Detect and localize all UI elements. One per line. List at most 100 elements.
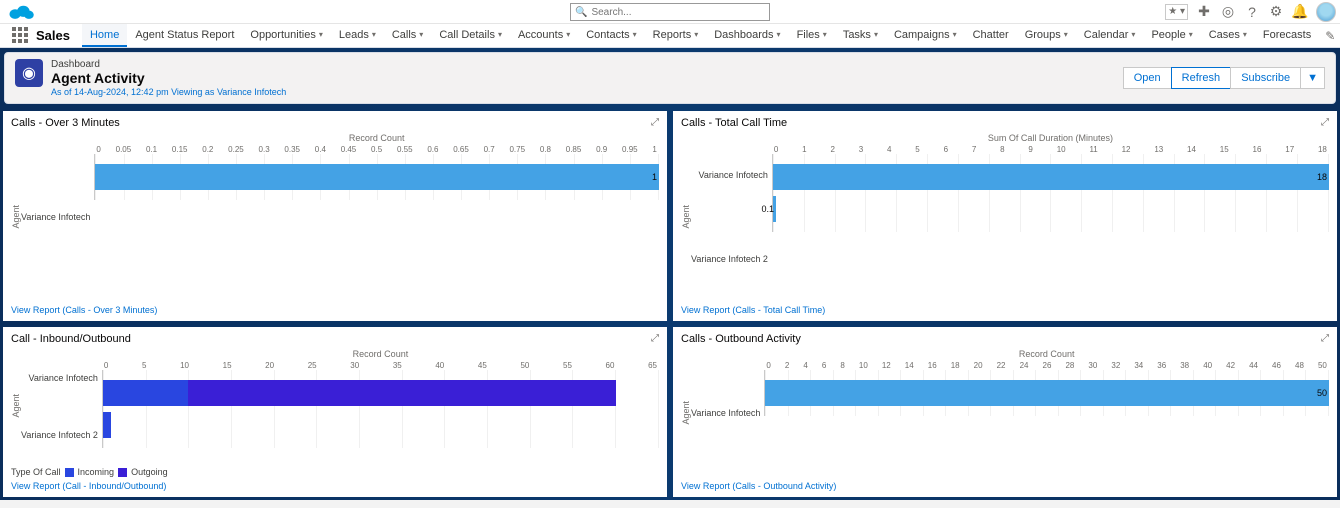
- bar[interactable]: 1: [95, 164, 659, 190]
- trailhead-icon[interactable]: ◎: [1220, 4, 1236, 20]
- nav-item-accounts[interactable]: Accounts▾: [510, 24, 578, 47]
- x-tick: 0.65: [453, 145, 469, 154]
- x-tick: 55: [563, 361, 572, 370]
- chart-title: Calls - Over 3 Minutes: [11, 117, 659, 129]
- nav-item-leads[interactable]: Leads▾: [331, 24, 384, 47]
- nav-item-campaigns[interactable]: Campaigns▾: [886, 24, 965, 47]
- x-tick: 35: [393, 361, 402, 370]
- add-icon[interactable]: ✚: [1196, 4, 1212, 20]
- bar[interactable]: 50: [765, 380, 1329, 406]
- nav-item-chatter[interactable]: Chatter: [965, 24, 1017, 47]
- help-icon[interactable]: ?: [1244, 4, 1260, 20]
- x-tick: 0.85: [566, 145, 582, 154]
- setup-gear-icon[interactable]: ⚙: [1268, 4, 1284, 20]
- nav-item-forecasts[interactable]: Forecasts: [1255, 24, 1319, 47]
- chevron-down-icon: ▾: [874, 30, 878, 39]
- x-tick: 16: [928, 361, 937, 370]
- nav-item-contacts[interactable]: Contacts▾: [578, 24, 644, 47]
- y-axis-label: Agent: [11, 394, 21, 418]
- x-tick: 0: [96, 145, 100, 154]
- nav-item-files[interactable]: Files▾: [789, 24, 835, 47]
- chevron-down-icon: ▾: [823, 30, 827, 39]
- x-tick: 44: [1249, 361, 1258, 370]
- search-input[interactable]: [591, 7, 761, 18]
- nav-item-dashboards[interactable]: Dashboards▾: [706, 24, 788, 47]
- expand-icon[interactable]: ⤢: [1321, 333, 1329, 344]
- x-tick: 0.35: [284, 145, 300, 154]
- nav-items: HomeAgent Status ReportOpportunities▾Lea…: [82, 24, 1319, 47]
- bar-segment[interactable]: [103, 412, 112, 438]
- bar-value-label: 50: [1317, 388, 1327, 398]
- view-report-link[interactable]: View Report (Calls - Over 3 Minutes): [11, 305, 659, 315]
- chart-legend: Type Of CallIncomingOutgoing: [11, 467, 659, 477]
- legend-swatch: [65, 468, 74, 477]
- x-tick: 42: [1226, 361, 1235, 370]
- y-axis-label: Agent: [11, 205, 21, 229]
- subscribe-button[interactable]: Subscribe: [1230, 67, 1301, 89]
- app-launcher-icon[interactable]: [12, 27, 28, 45]
- bar-value-label: 0.1: [761, 204, 774, 214]
- open-button[interactable]: Open: [1123, 67, 1172, 89]
- search-box[interactable]: 🔍: [570, 3, 770, 21]
- y-category-label: Variance Infotech: [691, 170, 768, 180]
- x-tick: 46: [1272, 361, 1281, 370]
- nav-item-tasks[interactable]: Tasks▾: [835, 24, 886, 47]
- bar[interactable]: 18: [773, 164, 1329, 190]
- nav-item-cases[interactable]: Cases▾: [1201, 24, 1255, 47]
- bar-row: [103, 380, 659, 406]
- x-tick: 20: [265, 361, 274, 370]
- expand-icon[interactable]: ⤢: [651, 333, 659, 344]
- x-tick: 10: [180, 361, 189, 370]
- nav-item-groups[interactable]: Groups▾: [1017, 24, 1076, 47]
- legend-title: Type Of Call: [11, 467, 61, 477]
- y-category-label: Variance Infotech: [691, 408, 760, 418]
- x-tick: 17: [1285, 145, 1294, 154]
- bar-segment[interactable]: [103, 380, 189, 406]
- legend-swatch: [118, 468, 127, 477]
- view-report-link[interactable]: View Report (Calls - Total Call Time): [681, 305, 1329, 315]
- page-title: Agent Activity: [51, 70, 286, 86]
- nav-item-reports[interactable]: Reports▾: [645, 24, 707, 47]
- chevron-down-icon: ▾: [419, 30, 423, 39]
- x-tick: 36: [1157, 361, 1166, 370]
- nav-item-agent-status-report[interactable]: Agent Status Report: [127, 24, 242, 47]
- bar-segment[interactable]: [188, 380, 616, 406]
- x-tick: 30: [1088, 361, 1097, 370]
- expand-icon[interactable]: ⤢: [1321, 117, 1329, 128]
- bar[interactable]: 0.1: [773, 196, 776, 222]
- chart-title: Call - Inbound/Outbound: [11, 333, 659, 345]
- x-tick: 18: [951, 361, 960, 370]
- x-axis-title: Record Count: [94, 133, 659, 143]
- x-tick: 0.75: [509, 145, 525, 154]
- y-axis-label: Agent: [681, 205, 691, 229]
- view-report-link[interactable]: View Report (Calls - Outbound Activity): [681, 481, 1329, 491]
- x-tick: 0.8: [540, 145, 551, 154]
- refresh-button[interactable]: Refresh: [1171, 67, 1232, 89]
- bar-row: 18: [773, 164, 1329, 190]
- x-tick: 48: [1295, 361, 1304, 370]
- expand-icon[interactable]: ⤢: [651, 117, 659, 128]
- bar-value-label: 18: [1317, 172, 1327, 182]
- x-axis-title: Sum Of Call Duration (Minutes): [772, 133, 1329, 143]
- chevron-down-icon: ▾: [319, 30, 323, 39]
- nav-item-opportunities[interactable]: Opportunities▾: [242, 24, 330, 47]
- nav-item-people[interactable]: People▾: [1143, 24, 1200, 47]
- nav-item-calendar[interactable]: Calendar▾: [1076, 24, 1144, 47]
- notification-bell-icon[interactable]: 🔔: [1292, 4, 1308, 20]
- user-avatar[interactable]: [1316, 2, 1336, 22]
- legend-label: Outgoing: [131, 467, 168, 477]
- x-tick: 65: [648, 361, 657, 370]
- view-report-link[interactable]: View Report (Call - Inbound/Outbound): [11, 481, 659, 491]
- bar-row: 50: [765, 380, 1329, 406]
- nav-item-home[interactable]: Home: [82, 24, 127, 47]
- nav-item-calls[interactable]: Calls▾: [384, 24, 431, 47]
- more-actions-button[interactable]: ▼: [1300, 67, 1325, 89]
- x-tick: 0.9: [596, 145, 607, 154]
- edit-pencil-icon[interactable]: ✎: [1319, 29, 1340, 43]
- favorites-button[interactable]: ★ ▾: [1165, 4, 1188, 20]
- x-tick: 2: [785, 361, 789, 370]
- x-tick: 1: [652, 145, 656, 154]
- system-actions: ★ ▾ ✚ ◎ ? ⚙ 🔔: [1165, 2, 1336, 22]
- nav-item-call-details[interactable]: Call Details▾: [431, 24, 510, 47]
- x-tick: 0.4: [315, 145, 326, 154]
